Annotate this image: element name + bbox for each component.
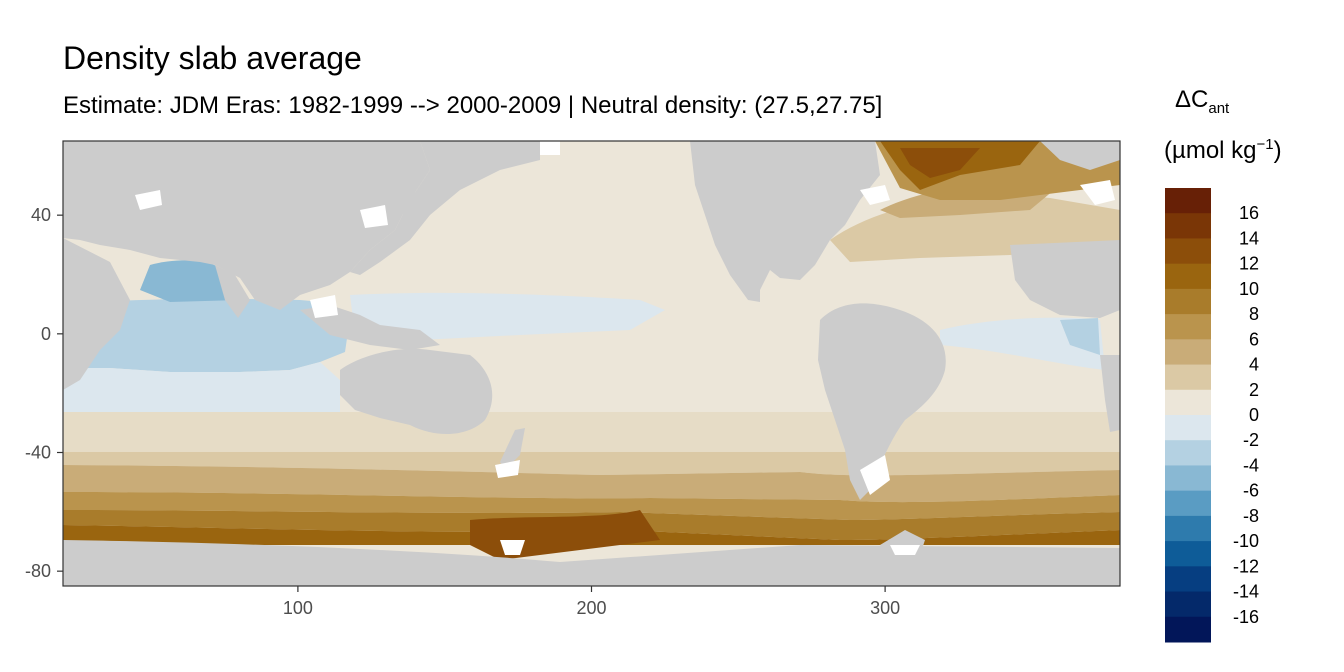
y-tick-label: -80 [25,561,51,581]
antarctica [63,540,1120,586]
legend-break-label: 8 [1249,304,1259,324]
legend-break-label: 0 [1249,405,1259,425]
missing-data [135,141,1115,555]
legend-units: (µmol kg−1) [1164,136,1282,165]
legend-swatch [1165,490,1211,517]
africa [63,238,130,390]
new-zealand [500,428,525,470]
missing-greenland-coast [1080,180,1115,205]
legend-swatch [1165,440,1211,466]
legend-swatch [1165,188,1211,214]
color-legend: 16 14 12 10 8 6 4 2 0 -2 -4 -6 -8 -10 -12 -14 -16 [1165,188,1259,643]
greenland [1040,141,1120,170]
legend-swatch [1165,288,1211,315]
chart-subtitle: Estimate: JDM Eras: 1982-1999 --> 2000-2… [63,92,883,119]
legend-swatch [1165,616,1211,643]
missing-pacific-northwest [860,185,890,205]
legend-swatch [1165,238,1211,265]
southern-band-3 [63,465,1120,503]
south-indian-negative [63,362,340,412]
missing-ross-sea [500,540,525,555]
asia-east [350,141,540,275]
legend-break-label: 2 [1249,380,1259,400]
africa-east [1010,240,1120,318]
equatorial-atlantic-negative [940,317,1105,370]
legend-break-label: -2 [1243,430,1259,450]
missing-antarctic-coast [890,545,920,555]
arabian-sea-negative [140,260,240,302]
legend-swatch [1165,314,1211,340]
southern-africa [1100,355,1120,432]
legend-swatch [1165,339,1211,366]
legend-units-sup: −1 [1256,136,1274,153]
australia [340,348,493,435]
legend-break-label: -16 [1233,607,1259,627]
gulf-of-guinea-negative [1060,318,1100,355]
equatorial-pacific-negative [350,292,665,340]
land-masses [63,141,1120,560]
y-tick-label: 0 [41,324,51,344]
legend-swatch [1165,213,1211,239]
labrador-sea-core [900,148,980,178]
legend-swatch [1165,465,1211,492]
legend-units-prefix: (µmol kg [1164,137,1257,164]
india [215,265,250,318]
x-tick-label: 300 [870,598,900,618]
legend-swatch [1165,591,1211,618]
legend-break-label: 14 [1239,228,1259,248]
missing-south-atlantic [860,455,890,495]
legend-units-suffix: ) [1273,137,1282,164]
legend-swatch [1165,415,1211,441]
legend-break-label: 4 [1249,355,1259,375]
y-tick-label: 40 [31,205,51,225]
indian-ocean-negative [63,298,350,372]
north-america [690,141,880,302]
legend-break-label: 6 [1249,329,1259,349]
y-tick-label: -40 [25,443,51,463]
legend-swatch [1165,541,1211,567]
legend-break-label: -14 [1233,582,1259,602]
southern-band-1 [63,412,1120,452]
legend-break-label: -4 [1243,455,1259,475]
x-tick-label: 100 [283,598,313,618]
legend-swatch [1165,566,1211,593]
eurasia-west [63,141,430,310]
missing-bering-sea [540,141,560,155]
legend-swatch [1165,389,1211,416]
legend-break-label: -10 [1233,531,1259,551]
missing-red-sea [135,190,162,210]
legend-break-label: 16 [1239,203,1259,223]
missing-indonesia [310,295,338,318]
legend-title-sub: ant [1208,99,1230,117]
legend-break-label: -6 [1243,481,1259,501]
x-tick-label: 200 [576,598,606,618]
missing-southwest-pacific [495,460,520,478]
legend-break-label: -8 [1243,506,1259,526]
chart-title: Density slab average [63,40,362,76]
japan [390,178,418,215]
legend-swatch [1165,364,1211,391]
legend-break-label: -12 [1233,556,1259,576]
missing-east-asia [360,205,388,228]
south-america [818,303,946,500]
maritime-continent [300,305,440,350]
plot-panel [63,141,1120,586]
legend-title: ΔCant [1175,86,1229,117]
legend-swatch [1165,263,1211,290]
legend-title-main: ΔC [1175,86,1209,113]
legend-break-label: 12 [1239,254,1259,274]
legend-break-label: 10 [1239,279,1259,299]
legend-swatch [1165,515,1211,542]
southern-band-4 [63,492,1120,520]
